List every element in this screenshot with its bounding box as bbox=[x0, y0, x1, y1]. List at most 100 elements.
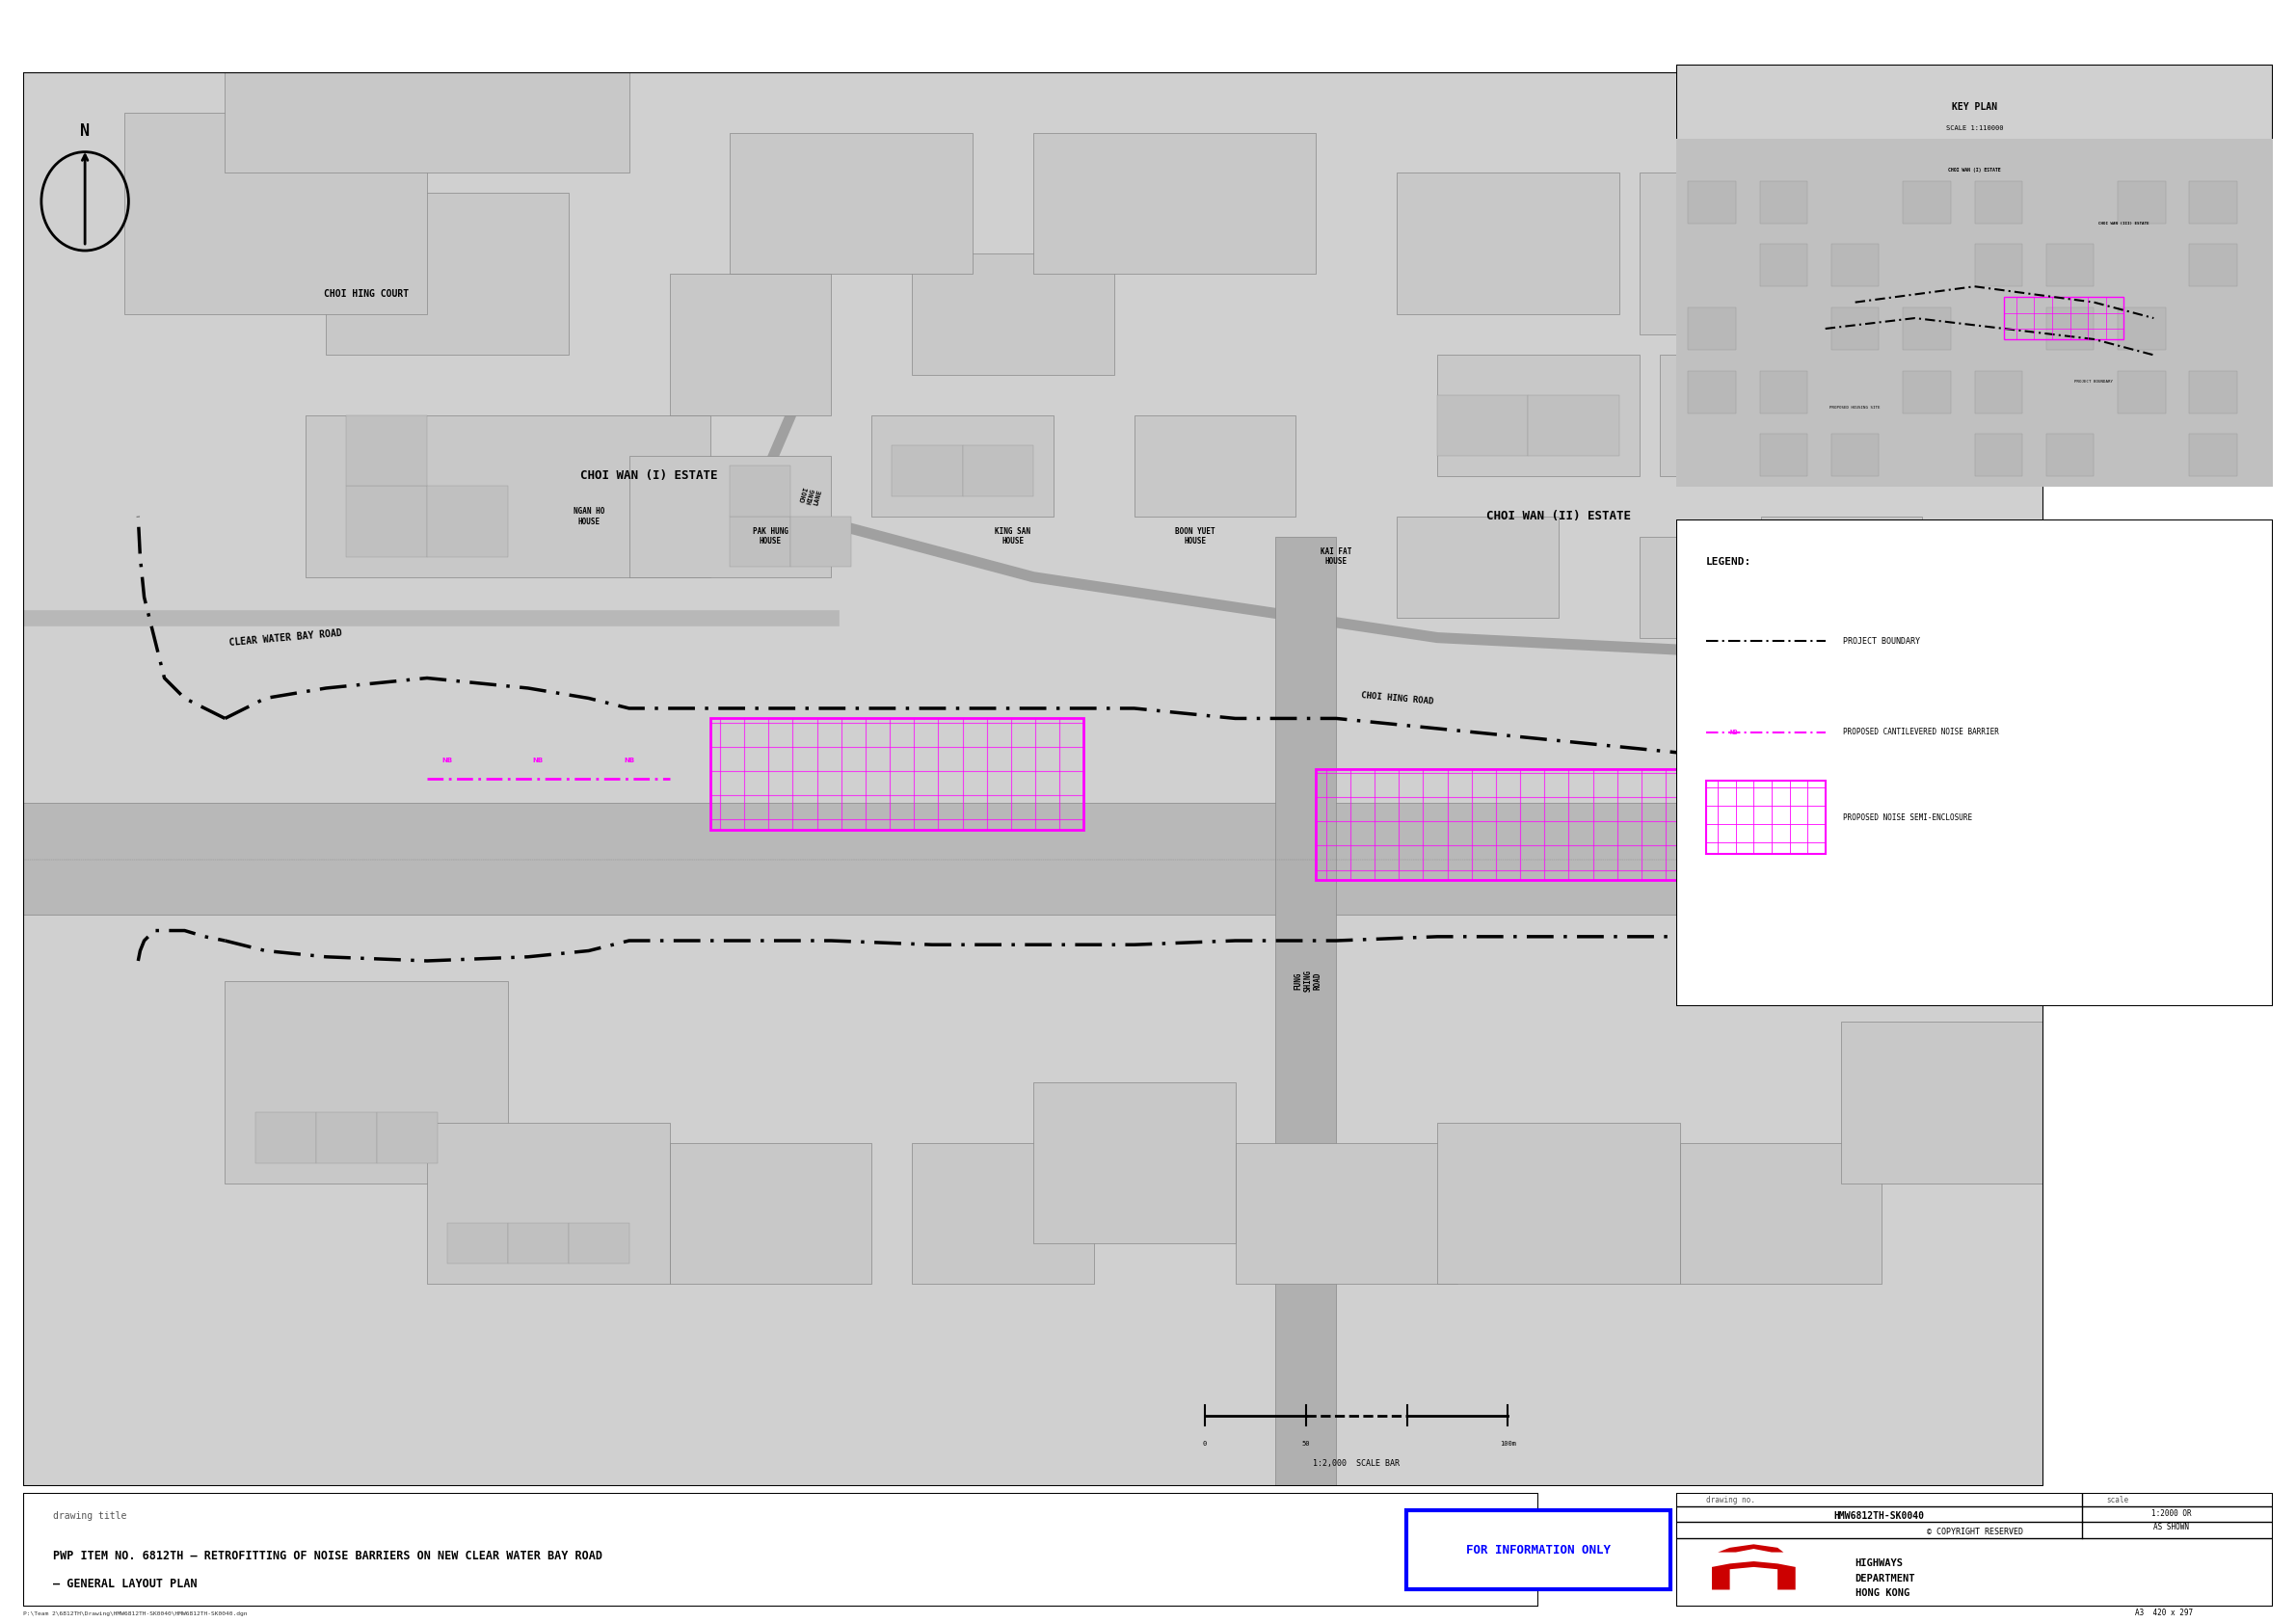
Bar bbox=[1660, 355, 1841, 476]
Bar bbox=[1759, 370, 1807, 412]
Text: PROPOSED CANTILEVERED NOISE BARRIER: PROPOSED CANTILEVERED NOISE BARRIER bbox=[1844, 729, 2000, 737]
Bar bbox=[1688, 370, 1736, 412]
Text: NB: NB bbox=[533, 756, 544, 763]
Bar bbox=[1688, 307, 1736, 351]
Text: HIGHWAYS: HIGHWAYS bbox=[1855, 1558, 1903, 1568]
Bar bbox=[1033, 133, 1316, 274]
Bar bbox=[891, 446, 962, 497]
Bar bbox=[1277, 537, 1336, 1487]
Bar bbox=[1832, 435, 1878, 477]
Text: SCALE 1:110000: SCALE 1:110000 bbox=[1947, 125, 2002, 131]
Text: KAI FAT
HOUSE: KAI FAT HOUSE bbox=[1320, 547, 1352, 566]
Bar bbox=[670, 1143, 872, 1284]
Bar bbox=[1832, 307, 1878, 351]
Text: FOR INFORMATION ONLY: FOR INFORMATION ONLY bbox=[1467, 1543, 1609, 1556]
Text: 1:2000 OR: 1:2000 OR bbox=[2151, 1509, 2193, 1518]
Bar bbox=[1134, 415, 1295, 516]
Bar bbox=[347, 415, 427, 487]
Bar bbox=[2046, 307, 2094, 351]
Bar bbox=[709, 719, 1084, 829]
Bar bbox=[1975, 182, 2023, 224]
Bar bbox=[2046, 435, 2094, 477]
Bar bbox=[507, 1224, 569, 1264]
Bar bbox=[1681, 1143, 1883, 1284]
Bar bbox=[255, 1112, 317, 1164]
Text: NB: NB bbox=[1729, 729, 1738, 735]
Bar bbox=[730, 516, 790, 566]
Bar bbox=[1437, 394, 1529, 456]
Bar bbox=[1437, 1123, 1681, 1284]
Text: PROJECT BOUNDARY: PROJECT BOUNDARY bbox=[1844, 636, 1919, 646]
Text: scale: scale bbox=[2105, 1496, 2128, 1505]
Bar bbox=[1396, 516, 1559, 617]
Bar bbox=[2004, 297, 2124, 339]
Text: © COPYRIGHT RESERVED: © COPYRIGHT RESERVED bbox=[1926, 1527, 2023, 1535]
Bar bbox=[1033, 1083, 1235, 1243]
Bar bbox=[23, 803, 2043, 914]
Bar bbox=[377, 1112, 436, 1164]
Bar bbox=[1706, 1545, 1814, 1595]
Text: CHOI WAN (I) ESTATE: CHOI WAN (I) ESTATE bbox=[581, 469, 719, 482]
Text: FUNG
SHING
ROAD: FUNG SHING ROAD bbox=[1293, 971, 1322, 992]
Text: LEGEND:: LEGEND: bbox=[1706, 557, 1752, 566]
Text: NGAN HO
HOUSE: NGAN HO HOUSE bbox=[574, 506, 604, 526]
Text: KING SAN
HOUSE: KING SAN HOUSE bbox=[994, 527, 1031, 545]
Text: A3  420 x 297: A3 420 x 297 bbox=[2135, 1608, 2193, 1617]
Bar bbox=[912, 1143, 1093, 1284]
Text: 0: 0 bbox=[1203, 1441, 1208, 1446]
Bar bbox=[124, 112, 427, 315]
Bar bbox=[427, 487, 507, 557]
Bar bbox=[1316, 769, 1883, 880]
Text: CHOI HING ROAD: CHOI HING ROAD bbox=[1359, 691, 1433, 706]
Bar bbox=[347, 487, 427, 557]
Bar bbox=[1841, 315, 2043, 476]
Text: CHOI WAN (I) ESTATE: CHOI WAN (I) ESTATE bbox=[1949, 169, 2000, 172]
Text: drawing title: drawing title bbox=[53, 1511, 126, 1521]
Bar bbox=[1729, 1555, 1777, 1561]
Bar bbox=[1975, 370, 2023, 412]
Text: NB: NB bbox=[625, 756, 634, 763]
Text: BOON YUET
HOUSE: BOON YUET HOUSE bbox=[1176, 527, 1215, 545]
Bar bbox=[790, 516, 852, 566]
Text: – GENERAL LAYOUT PLAN: – GENERAL LAYOUT PLAN bbox=[53, 1578, 197, 1591]
Bar bbox=[1759, 435, 1807, 477]
Bar bbox=[1903, 307, 1952, 351]
Bar bbox=[1396, 174, 1619, 315]
Bar bbox=[1706, 781, 1825, 854]
Text: PROPOSED NOISE SEMI-ENCLOSURE: PROPOSED NOISE SEMI-ENCLOSURE bbox=[1844, 813, 1972, 821]
Bar bbox=[912, 253, 1114, 375]
Bar bbox=[2190, 243, 2236, 286]
Bar bbox=[1942, 839, 2103, 961]
Bar bbox=[1688, 182, 1736, 224]
Text: PWP ITEM NO. 6812TH – RETROFITTING OF NOISE BARRIERS ON NEW CLEAR WATER BAY ROAD: PWP ITEM NO. 6812TH – RETROFITTING OF NO… bbox=[53, 1550, 602, 1561]
Text: KEY PLAN: KEY PLAN bbox=[1952, 102, 1998, 112]
Bar bbox=[1437, 355, 1639, 476]
Bar bbox=[1761, 516, 1922, 617]
Text: drawing no.: drawing no. bbox=[1706, 1496, 1754, 1505]
Text: P:\Team 2\6812TH\Drawing\HMW6812TH-SK0040\HMW6812TH-SK0040.dgn: P:\Team 2\6812TH\Drawing\HMW6812TH-SK004… bbox=[23, 1612, 248, 1617]
Bar bbox=[448, 1224, 507, 1264]
Bar bbox=[962, 446, 1033, 497]
Text: NEW CLEAR
WATER BAY ROAD: NEW CLEAR WATER BAY ROAD bbox=[1750, 824, 1814, 854]
Text: NB: NB bbox=[441, 756, 452, 763]
Bar bbox=[569, 1224, 629, 1264]
Bar bbox=[2190, 435, 2236, 477]
Text: HONG KONG: HONG KONG bbox=[1855, 1589, 1910, 1599]
Bar bbox=[730, 133, 974, 274]
Bar bbox=[1759, 182, 1807, 224]
Bar bbox=[1832, 243, 1878, 286]
Bar bbox=[2117, 370, 2165, 412]
Bar bbox=[225, 980, 507, 1183]
Polygon shape bbox=[1713, 1561, 1795, 1591]
Text: AS SHOWN: AS SHOWN bbox=[2154, 1522, 2190, 1532]
Text: PAK HUNG
HOUSE: PAK HUNG HOUSE bbox=[753, 527, 788, 545]
Text: CHOI HING COURT: CHOI HING COURT bbox=[324, 289, 409, 299]
Bar bbox=[317, 1112, 377, 1164]
Bar bbox=[1903, 370, 1952, 412]
Bar bbox=[326, 193, 569, 355]
Bar bbox=[2117, 307, 2165, 351]
Bar bbox=[1639, 174, 1883, 334]
Bar bbox=[2046, 243, 2094, 286]
Bar bbox=[1529, 394, 1619, 456]
Bar bbox=[1235, 1143, 1458, 1284]
